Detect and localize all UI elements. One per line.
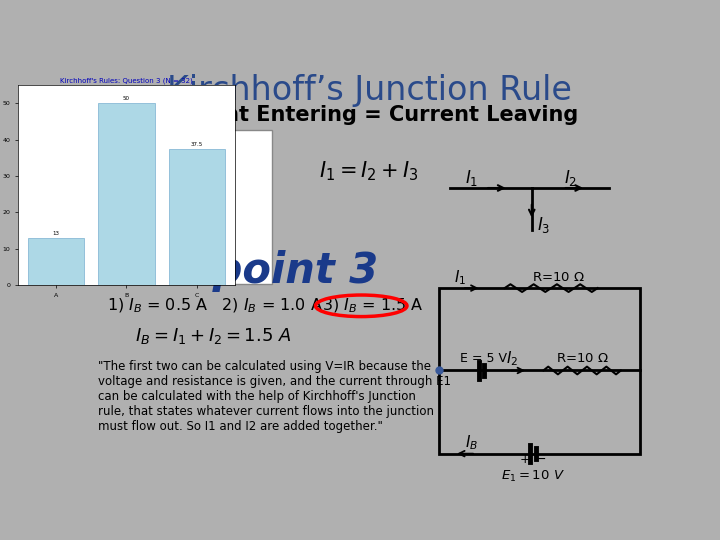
Text: $I_2$: $I_2$ bbox=[506, 349, 518, 368]
Bar bbox=[168, 148, 225, 285]
Text: $I_3$: $I_3$ bbox=[537, 215, 551, 235]
Text: Current Entering = Current Leaving: Current Entering = Current Leaving bbox=[159, 105, 579, 125]
Bar bbox=[99, 103, 155, 285]
Text: R=10 $\Omega$: R=10 $\Omega$ bbox=[556, 352, 608, 365]
Text: Kirchhoff’s Junction Rule: Kirchhoff’s Junction Rule bbox=[166, 74, 572, 107]
Text: R=10 $\Omega$: R=10 $\Omega$ bbox=[532, 271, 585, 284]
Text: 1) $I_B$ = 0.5 A   2) $I_B$ = 1.0 A: 1) $I_B$ = 0.5 A 2) $I_B$ = 1.0 A bbox=[107, 296, 323, 315]
Text: $I_1$: $I_1$ bbox=[454, 268, 467, 287]
Text: E = 5 V: E = 5 V bbox=[461, 352, 508, 365]
Bar bbox=[104, 130, 272, 284]
Text: 3) $I_B$ = 1.5 A: 3) $I_B$ = 1.5 A bbox=[312, 296, 424, 315]
Text: $I_B$: $I_B$ bbox=[464, 434, 478, 452]
Text: 50: 50 bbox=[123, 96, 130, 102]
Text: 37.5: 37.5 bbox=[191, 142, 203, 147]
Title: Kirchhoff's Rules: Question 3 (N = 32): Kirchhoff's Rules: Question 3 (N = 32) bbox=[60, 77, 193, 84]
Text: −: − bbox=[536, 453, 546, 467]
Text: 13: 13 bbox=[53, 231, 60, 236]
Text: "The first two can be calculated using V=IR because the
voltage and resistance i: "The first two can be calculated using V… bbox=[98, 360, 451, 433]
Bar bbox=[28, 238, 84, 285]
Text: $E_1 = 10\ V$: $E_1 = 10\ V$ bbox=[500, 469, 564, 484]
Text: $I_1 = I_2 + I_3$: $I_1 = I_2 + I_3$ bbox=[319, 159, 418, 183]
Text: $I_1$: $I_1$ bbox=[464, 168, 478, 188]
Text: Checkpoint 3: Checkpoint 3 bbox=[73, 250, 379, 292]
Text: $I_2$: $I_2$ bbox=[564, 168, 577, 188]
Text: +: + bbox=[519, 453, 530, 467]
Bar bbox=[438, 288, 640, 454]
Text: $I_B = I_1 + I_2 = 1.5\ A$: $I_B = I_1 + I_2 = 1.5\ A$ bbox=[107, 326, 292, 346]
